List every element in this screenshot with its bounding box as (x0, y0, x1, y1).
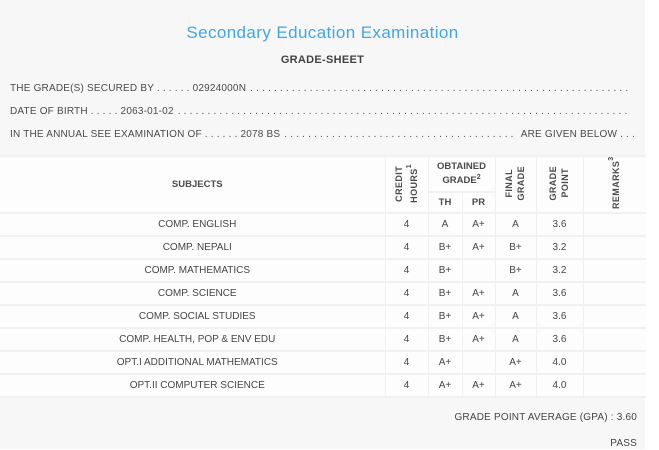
practical-grade: A+ (461, 373, 496, 398)
page-title: Secondary Education Examination (186, 23, 459, 42)
theory-grade: A (427, 212, 463, 237)
table-row: COMP. ENGLISH 4 A A+ A 3.6 (0, 212, 647, 237)
final-grade: B+ (494, 235, 537, 260)
theory-grade: B+ (427, 281, 463, 306)
result-status: PASS (610, 438, 637, 449)
dots-filler: . . . . . . . . . . . . . . . . . . . . … (250, 83, 631, 94)
subject-name: OPT.II COMPUTER SCIENCE (0, 373, 386, 398)
table-row: OPT.I ADDITIONAL MATHEMATICS 4 A+ A+ 4.0 (0, 350, 647, 375)
subject-name: COMP. ENGLISH (0, 212, 386, 237)
final-grade: A+ (494, 373, 537, 398)
grade-point: 3.2 (535, 258, 584, 283)
examination-year-text: IN THE ANNUAL SEE EXAMINATION OF . . . .… (10, 129, 281, 140)
credit-hours-value: 4 (384, 258, 429, 283)
grade-sheet-page: Secondary Education Examination GRADE-SH… (0, 23, 647, 450)
credit-hours-value: 4 (384, 304, 429, 329)
student-info-block: THE GRADE(S) SECURED BY . . . . . . 0292… (0, 77, 645, 146)
practical-grade: A+ (461, 327, 496, 352)
date-of-birth-text: DATE OF BIRTH . . . . . 2063-01-02 (10, 106, 174, 117)
remarks-value (582, 373, 647, 398)
column-header-remarks: REMARKS3 (582, 155, 647, 214)
secured-by-text: THE GRADE(S) SECURED BY . . . . . . 0292… (10, 83, 247, 94)
column-header-practical: PR (461, 191, 496, 214)
column-header-subjects: SUBJECTS (0, 155, 386, 214)
grade-point: 3.6 (535, 212, 584, 237)
column-header-theory: TH (427, 191, 463, 214)
theory-grade: A+ (427, 373, 463, 398)
grade-point: 3.6 (535, 281, 584, 306)
credit-hours-value: 4 (384, 350, 429, 375)
remarks-value (582, 235, 647, 260)
remarks-value (582, 281, 647, 306)
practical-grade: A+ (461, 235, 496, 260)
dots-filler: . . . . . . . . . . . . . . . . . . . . … (284, 129, 516, 140)
practical-grade: A+ (461, 281, 496, 306)
theory-grade: B+ (427, 235, 463, 260)
grade-point: 3.2 (535, 235, 584, 260)
dots-filler: . . . . . . . . . . . . . . . . . . . . … (177, 106, 631, 117)
column-header-credit-hours: CREDIT HOURS1 (384, 155, 429, 214)
remarks-value (582, 327, 647, 352)
final-grade: A (494, 212, 537, 237)
table-row: COMP. SCIENCE 4 B+ A+ A 3.6 (0, 281, 647, 306)
grade-point: 4.0 (535, 350, 584, 375)
grade-point: 3.6 (535, 304, 584, 329)
theory-grade: A+ (427, 350, 463, 375)
credit-hours-value: 4 (384, 373, 429, 398)
table-row: OPT.II COMPUTER SCIENCE 4 A+ A+ A+ 4.0 (0, 373, 647, 398)
remarks-value (582, 304, 647, 329)
final-grade: A (494, 327, 537, 352)
footnote-marker: 1 (406, 163, 413, 168)
remarks-value (582, 350, 647, 375)
subject-name: COMP. MATHEMATICS (0, 258, 386, 283)
column-header-final-grade: FINAL GRADE (494, 155, 537, 214)
page-subtitle: GRADE-SHEET (280, 54, 365, 66)
credit-hours-value: 4 (384, 235, 429, 260)
table-row: COMP. HEALTH, POP & ENV EDU 4 B+ A+ A 3.… (0, 327, 647, 352)
credit-hours-value: 4 (384, 327, 429, 352)
subject-name: OPT.I ADDITIONAL MATHEMATICS (0, 350, 386, 375)
column-header-obtained-grade: OBTAINED GRADE2 (427, 154, 496, 194)
footnote-marker: 3 (608, 156, 616, 161)
subject-name: COMP. NEPALI (0, 235, 386, 260)
grade-point: 4.0 (535, 373, 584, 398)
final-grade: A (494, 304, 537, 329)
column-header-grade-point: GRADE POINT (535, 155, 584, 214)
summary-block: GRADE POINT AVERAGE (GPA) : 3.60 PASS (0, 412, 645, 450)
theory-grade: B+ (427, 327, 463, 352)
subject-name: COMP. SOCIAL STUDIES (0, 304, 386, 329)
table-row: COMP. MATHEMATICS 4 B+ B+ 3.2 (0, 258, 647, 283)
theory-grade: B+ (427, 258, 463, 283)
final-grade: B+ (494, 258, 537, 283)
table-row: COMP. NEPALI 4 B+ A+ B+ 3.2 (0, 235, 647, 260)
credit-hours-value: 4 (384, 281, 429, 306)
practical-grade (461, 258, 496, 283)
info-line-examination-year: IN THE ANNUAL SEE EXAMINATION OF . . . .… (10, 123, 635, 146)
grades-table: SUBJECTS CREDIT HOURS1 OBTAINED GRADE2 F… (0, 154, 647, 398)
are-given-below-text: ARE GIVEN BELOW . . . (520, 129, 635, 140)
practical-grade (461, 350, 496, 375)
practical-grade: A+ (461, 304, 496, 329)
info-line-secured-by: THE GRADE(S) SECURED BY . . . . . . 0292… (10, 77, 635, 100)
theory-grade: B+ (427, 304, 463, 329)
final-grade: A (494, 281, 537, 306)
footnote-marker: 2 (476, 174, 481, 182)
credit-hours-value: 4 (384, 212, 429, 237)
remarks-value (582, 258, 647, 283)
table-row: COMP. SOCIAL STUDIES 4 B+ A+ A 3.6 (0, 304, 647, 329)
grade-point: 3.6 (535, 327, 584, 352)
subject-name: COMP. HEALTH, POP & ENV EDU (0, 327, 386, 352)
subject-name: COMP. SCIENCE (0, 281, 386, 306)
gpa-average: GRADE POINT AVERAGE (GPA) : 3.60 (454, 412, 637, 423)
remarks-value (582, 212, 647, 237)
final-grade: A+ (494, 350, 537, 375)
info-line-date-of-birth: DATE OF BIRTH . . . . . 2063-01-02 . . .… (10, 100, 635, 123)
practical-grade: A+ (461, 212, 496, 237)
